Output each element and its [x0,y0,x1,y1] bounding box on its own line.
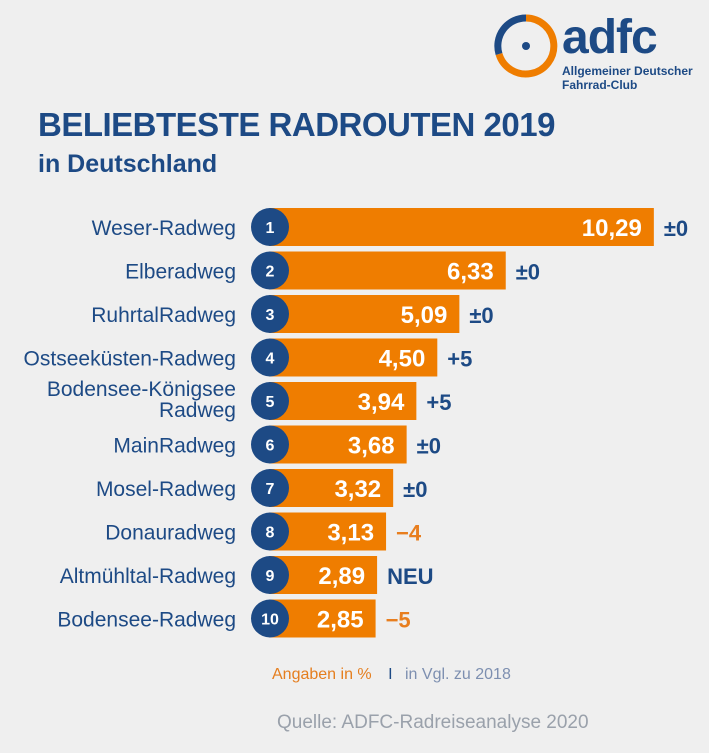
category-label: Bodensee-Radweg [57,609,236,632]
change-label: −5 [386,608,411,633]
category-label: RuhrtalRadweg [91,304,236,327]
rank-number: 3 [266,307,275,324]
rank-number: 2 [266,264,275,281]
rank-number: 10 [261,612,279,629]
adfc-logo: adfc Allgemeiner Deutscher Fahrrad-Club [494,11,704,94]
rank-number: 1 [266,220,275,237]
rank-badge [251,295,289,333]
category-label-line: Radweg [159,399,236,422]
bar [269,469,394,507]
value-label: 6,33 [447,259,494,286]
category-label: MainRadweg [113,435,236,458]
rank-badge [251,469,289,507]
logo-ring-icon [494,14,558,78]
rank-badge [251,425,289,464]
category-label: Ostseeküsten-Radweg [24,348,236,371]
bar [269,425,407,464]
rank-badge [251,382,289,420]
source-note: Quelle: ADFC-Radreiseanalyse 2020 [277,712,589,733]
category-label: Bodensee-Königsee Radweg [47,378,236,422]
change-label: ±0 [417,434,441,459]
change-label: ±0 [664,216,688,241]
category-label-line: Bodensee-Königsee [47,378,236,401]
footnote-comparison: in Vgl. zu 2018 [405,666,511,683]
rank-number: 8 [266,525,275,542]
footnote-values: Angaben in % [272,666,372,683]
rank-badge [251,556,289,594]
bar [269,338,438,377]
bar [269,295,460,333]
logo-tagline-line2: Fahrrad-Club [562,78,638,92]
value-label: 4,50 [379,346,426,373]
category-label: Mosel-Radweg [96,478,236,501]
change-label: ±0 [469,303,493,328]
value-label: 10,29 [582,215,642,242]
change-label: +5 [426,390,451,415]
value-label: 5,09 [401,302,448,329]
logo-tagline-line1: Allgemeiner Deutscher [562,64,693,78]
change-label: ±0 [403,477,427,502]
rank-number: 9 [266,568,275,585]
rank-number: 6 [266,438,275,455]
chart-subtitle: in Deutschland [38,150,218,178]
value-label: 2,85 [317,607,364,634]
change-label: NEU [387,564,433,589]
rank-badge [251,338,289,377]
value-label: 2,89 [318,563,365,590]
logo-tagline: Allgemeiner Deutscher Fahrrad-Club [562,64,693,92]
bar [269,208,654,246]
bar [269,382,417,420]
logo-wordmark: adfc [562,11,658,64]
rank-number: 4 [266,351,275,368]
category-label: Altmühltal-Radweg [60,565,236,588]
value-label: 3,94 [358,389,405,416]
rank-number: 5 [266,394,275,411]
footnote-separator: I [388,666,393,683]
chart-title: BELIEBTESTE RADROUTEN 2019 [38,106,555,143]
value-label: 3,68 [348,433,395,460]
change-label: −4 [396,521,422,546]
category-label: Weser-Radweg [92,217,236,240]
change-label: ±0 [516,260,540,285]
rank-badge [251,251,289,290]
change-label: +5 [447,347,472,372]
rank-number: 7 [266,481,275,498]
footnote: Angaben in % I in Vgl. zu 2018 [272,666,511,684]
rank-badge [251,599,289,638]
category-label: Donauradweg [105,522,236,545]
value-label: 3,32 [334,476,381,503]
category-label: Elberadweg [125,261,236,284]
rank-badge [251,512,289,551]
rank-badge [251,208,289,246]
value-label: 3,13 [327,520,374,547]
bar [269,251,506,290]
